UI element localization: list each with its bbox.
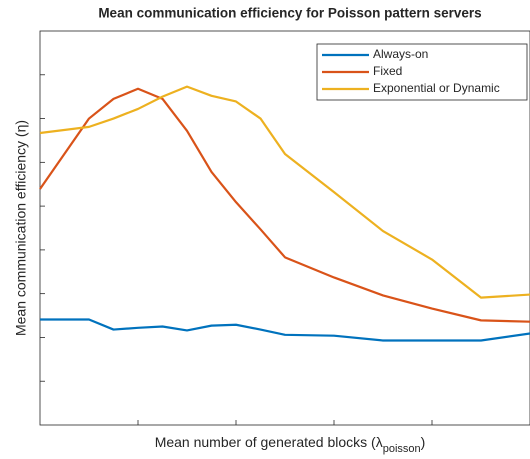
x-axis-label: Mean number of generated blocks (λpoisso… — [155, 434, 426, 455]
x-label-subscript: poisson — [383, 443, 421, 455]
y-axis-label: Mean communication efficiency (η) — [13, 120, 29, 336]
x-label-close: ) — [421, 434, 426, 450]
x-label-text: Mean number of generated blocks (λ — [155, 434, 383, 450]
legend-label: Fixed — [373, 64, 402, 78]
series-line — [39, 85, 530, 299]
series-line — [40, 318, 530, 342]
chart-title: Mean communication efficiency for Poisso… — [98, 6, 481, 21]
series-line — [39, 87, 530, 323]
legend-label: Always-on — [373, 47, 428, 61]
legend-label: Exponential or Dynamic — [373, 81, 500, 95]
